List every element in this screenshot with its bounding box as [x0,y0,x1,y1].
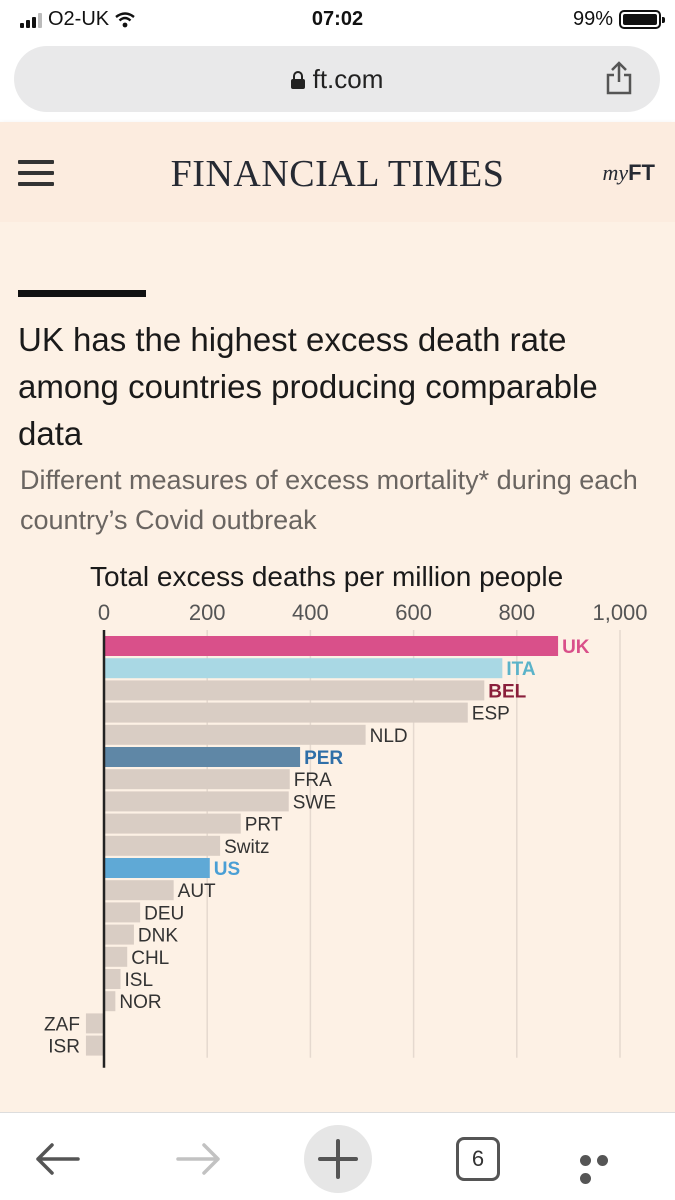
chart-title: Total excess deaths per million people [90,561,563,592]
bar-label: PER [304,748,343,769]
tabs-button[interactable]: 6 [456,1137,500,1181]
article-content: UK has the highest excess death rate amo… [0,222,675,1112]
bar-ita [104,658,503,679]
bar-label: NLD [370,726,408,747]
bar-label: US [214,859,240,880]
bar-label: UK [562,637,590,658]
bar-label: BEL [488,681,526,702]
carrier-name: O2-UK [48,8,110,30]
browser-toolbar: 6 [0,1112,675,1200]
chart-headline: UK has the highest excess death rate amo… [18,321,598,452]
x-tick-label: 400 [292,600,329,625]
bar-switz [104,835,221,856]
carrier: O2-UK [20,8,135,31]
battery-icon [619,10,665,29]
bar-label: PRT [245,815,283,836]
myft-prefix: my [602,160,629,185]
more-options-icon[interactable] [580,1153,630,1184]
bar-label: SWE [293,792,336,813]
x-tick-label: 0 [98,600,110,625]
bar-isl [104,969,121,989]
headline-rule [18,290,146,297]
bar-esp [104,702,468,723]
lock-icon [290,71,305,89]
bar-label: ISR [48,1037,80,1058]
url-text: ft.com [312,64,384,94]
bar-chart: Total excess deaths per million people 0 2… [44,561,648,1068]
bar-swe [104,791,289,812]
bar-label: ISL [125,970,154,991]
bar-label: DNK [138,926,178,947]
x-tick-label: 1,000 [592,600,647,625]
bar-isr [85,1035,104,1056]
myft-suffix: FT [628,160,655,185]
signal-icon [20,12,42,28]
bar-label: ITA [506,659,535,680]
bar-nld [104,724,366,745]
myft-link[interactable]: myFT [602,160,655,186]
forward-arrow-icon[interactable] [174,1141,222,1177]
bar-per [104,747,301,767]
bar-prt [104,813,241,834]
bar-label: FRA [294,770,332,791]
address-bar[interactable]: ft.com [14,46,660,112]
bar-bel [104,680,485,701]
x-tick-label: 200 [189,600,226,625]
bar-chl [104,946,128,967]
bar-nor [104,991,116,1012]
bar-label: CHL [131,948,169,969]
x-tick-label: 800 [498,600,535,625]
bar-label: NOR [119,992,161,1013]
bar-label: AUT [178,881,216,902]
site-header: FINANCIAL TIMES myFT [0,122,675,222]
share-icon[interactable] [604,60,634,96]
bar-us [104,858,210,878]
chart-subtitle: Different measures of excess mortality* … [20,465,638,535]
status-bar: O2-UK 07:02 99% [0,0,675,38]
bar-deu [104,902,141,923]
bar-label: Switz [224,837,269,858]
menu-icon[interactable] [18,160,54,186]
wifi-icon [115,11,135,27]
back-arrow-icon[interactable] [34,1141,82,1177]
masthead-logo[interactable]: FINANCIAL TIMES [170,153,505,195]
bar-label: ESP [472,704,510,725]
bar-label: ZAF [44,1014,80,1035]
bar-fra [104,769,290,790]
bar-dnk [104,924,134,945]
clock: 07:02 [311,8,364,30]
bar-aut [104,880,174,901]
bar-label: DEU [144,903,184,924]
plus-icon [318,1139,358,1179]
x-tick-label: 600 [395,600,432,625]
bar-uk [104,636,559,656]
battery-percentage: 99% [572,8,613,30]
new-tab-button[interactable] [304,1125,372,1193]
bar-zaf [85,1013,104,1034]
url-display[interactable]: ft.com [14,64,660,95]
